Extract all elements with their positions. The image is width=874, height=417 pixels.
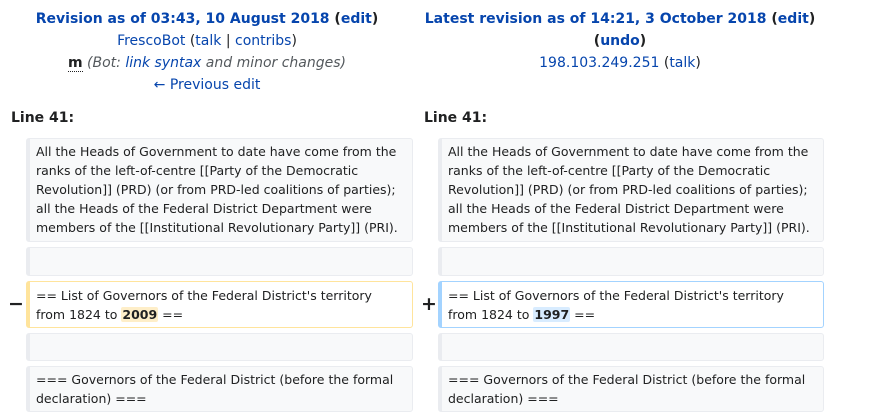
undo-open: ( [593,33,601,49]
empty-context-left [26,247,413,276]
new-edit-close: ) [808,11,816,27]
empty-context-right-2 [438,333,824,361]
removed-changed-word: 2009 [121,307,159,322]
context-cell-right: All the Heads of Government to date have… [438,138,824,242]
new-revision-user-line: 198.103.249.251 (talk) [414,52,826,74]
new-revision-link[interactable]: Latest revision as of 14:21, 3 October 2… [424,11,767,27]
old-revision-link[interactable]: Revision as of 03:43, 10 August 2018 [35,11,330,27]
old-revision-user-line: FrescoBot (talk | contribs) [0,30,414,52]
old-talk-link[interactable]: talk [195,33,222,49]
new-edit-link[interactable]: edit [777,11,809,27]
new-talk-close: ) [695,55,701,71]
added-line-marker: + [421,293,437,315]
line-number-left: Line 41: [11,110,75,126]
old-edit-summary: m (Bot: link syntax and minor changes) [0,52,414,74]
undo-line: (undo) [414,30,826,52]
new-talk-link[interactable]: talk [669,55,696,71]
old-revision-title-line: Revision as of 03:43, 10 August 2018 (ed… [0,8,414,30]
old-talk-close: ) [291,33,297,49]
empty-context-right [438,247,824,276]
context-cell-left: All the Heads of Government to date have… [26,138,413,242]
removed-line-marker: − [8,293,24,315]
undo-close: ) [639,33,647,49]
removed-line-cell: == List of Governors of the Federal Dist… [26,281,413,328]
old-revision-header: Revision as of 03:43, 10 August 2018 (ed… [0,8,414,96]
added-text-before: == List of Governors of the Federal Dist… [448,288,784,322]
minor-edit-badge: m [67,55,83,72]
added-line-cell: == List of Governors of the Federal Dist… [438,281,824,328]
new-talk-open: ( [659,55,670,71]
old-user-link[interactable]: FrescoBot [117,33,186,49]
old-separator: | [221,33,235,49]
old-edit-close: ) [371,11,379,27]
added-changed-word: 1997 [533,307,571,322]
summary-prefix: (Bot: [82,55,126,71]
new-revision-header: Latest revision as of 14:21, 3 October 2… [414,8,826,74]
removed-text-before: == List of Governors of the Federal Dist… [36,288,372,322]
removed-text-after: == [158,307,184,322]
summary-suffix: and minor changes) [201,55,347,71]
previous-edit-link[interactable]: ← Previous edit [153,77,261,93]
old-talk-open: ( [185,33,196,49]
undo-link[interactable]: undo [600,33,640,49]
summary-link-syntax[interactable]: link syntax [125,55,202,71]
old-contribs-link[interactable]: contribs [235,33,292,49]
new-user-link[interactable]: 198.103.249.251 [539,55,660,71]
heading-context-left: === Governors of the Federal District (b… [26,366,413,412]
new-revision-title-line: Latest revision as of 14:21, 3 October 2… [414,8,826,30]
old-edit-link[interactable]: edit [340,11,372,27]
added-text-after: == [570,307,596,322]
empty-context-left-2 [26,333,413,361]
new-edit-open: ( [766,11,778,27]
old-edit-open: ( [329,11,341,27]
line-number-right: Line 41: [424,110,488,126]
heading-context-right: === Governors of the Federal District (b… [438,366,824,412]
